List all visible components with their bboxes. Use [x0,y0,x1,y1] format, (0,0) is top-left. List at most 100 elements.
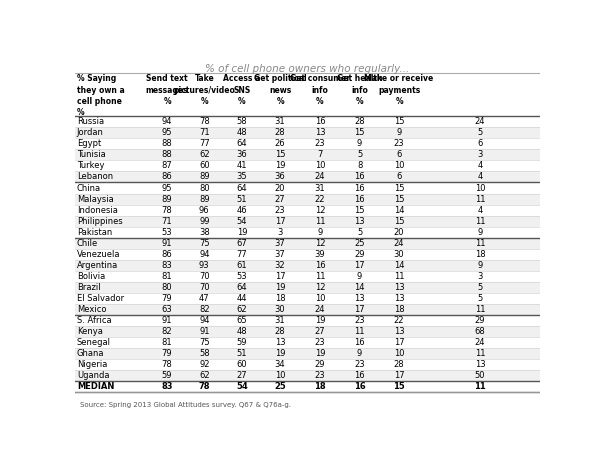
Text: 75: 75 [199,338,209,347]
Text: 16: 16 [315,117,325,126]
Text: 18: 18 [314,382,326,391]
Text: 48: 48 [236,327,247,336]
Text: Senegal: Senegal [77,338,111,347]
Text: % of cell phone owners who regularly...: % of cell phone owners who regularly... [205,64,410,74]
Text: 44: 44 [236,294,247,303]
Bar [75,293,540,304]
Text: 36: 36 [275,172,286,181]
Text: 35: 35 [236,172,247,181]
Text: 30: 30 [394,250,404,259]
Text: 70: 70 [199,272,209,281]
Text: 31: 31 [275,316,286,325]
Text: 83: 83 [161,382,173,391]
Text: 13: 13 [275,338,286,347]
Text: 64: 64 [236,183,247,193]
Text: 17: 17 [354,261,365,270]
Text: 27: 27 [275,194,286,204]
Text: 64: 64 [236,283,247,292]
Text: 11: 11 [355,327,365,336]
Text: 13: 13 [394,294,404,303]
Text: 23: 23 [315,139,325,148]
Text: 77: 77 [199,139,209,148]
Text: 15: 15 [275,150,286,159]
Text: 15: 15 [355,206,365,215]
Text: 23: 23 [354,316,365,325]
Bar [75,249,540,260]
Text: Argentina: Argentina [77,261,118,270]
Text: 29: 29 [315,360,325,369]
Text: 13: 13 [475,360,485,369]
Text: 81: 81 [162,272,172,281]
Text: 89: 89 [199,172,209,181]
Bar [75,116,540,127]
Text: 83: 83 [161,261,172,270]
Text: 54: 54 [236,217,247,225]
Text: Uganda: Uganda [77,371,109,381]
Text: 16: 16 [354,172,365,181]
Text: 17: 17 [394,338,404,347]
Text: 7: 7 [317,150,323,159]
Text: Get health
info
%: Get health info % [337,75,382,106]
Text: 27: 27 [236,371,247,381]
Bar [75,182,540,194]
Text: 12: 12 [315,283,325,292]
Text: 19: 19 [275,162,286,170]
Text: 37: 37 [275,250,286,259]
Text: 24: 24 [315,172,325,181]
Text: 11: 11 [394,272,404,281]
Bar [75,326,540,337]
Text: Pakistan: Pakistan [77,228,112,237]
Bar [75,216,540,227]
Text: 30: 30 [275,305,286,314]
Text: 23: 23 [315,338,325,347]
Text: Tunisia: Tunisia [77,150,106,159]
Text: 47: 47 [199,294,209,303]
Text: 10: 10 [394,349,404,358]
Text: 4: 4 [478,172,482,181]
Text: 91: 91 [162,239,172,248]
Text: Get political
news
%: Get political news % [254,75,307,106]
Text: Brazil: Brazil [77,283,100,292]
Bar [75,150,540,160]
Text: 13: 13 [394,327,404,336]
Text: Egypt: Egypt [77,139,101,148]
Text: 23: 23 [394,139,404,148]
Text: 6: 6 [397,150,402,159]
Text: 93: 93 [199,261,209,270]
Text: Lebanon: Lebanon [77,172,113,181]
Text: 14: 14 [394,206,404,215]
Text: Malaysia: Malaysia [77,194,113,204]
Bar [75,271,540,282]
Text: 31: 31 [315,183,325,193]
Text: 15: 15 [394,194,404,204]
Text: 94: 94 [162,117,172,126]
Text: 13: 13 [394,283,404,292]
Text: Ghana: Ghana [77,349,104,358]
Text: 89: 89 [199,194,209,204]
Text: 11: 11 [315,272,325,281]
Bar [75,171,540,182]
Text: 16: 16 [315,261,325,270]
Text: 16: 16 [354,371,365,381]
Text: 13: 13 [354,217,365,225]
Text: 61: 61 [236,261,247,270]
Text: Philippines: Philippines [77,217,122,225]
Text: 87: 87 [161,162,172,170]
Text: 24: 24 [475,117,485,126]
Text: 78: 78 [199,382,210,391]
Text: 62: 62 [199,371,209,381]
Text: 11: 11 [475,194,485,204]
Text: 80: 80 [199,183,209,193]
Text: 18: 18 [275,294,286,303]
Text: 28: 28 [354,117,365,126]
Text: Make or receive
payments
%: Make or receive payments % [364,75,434,106]
Text: 11: 11 [475,349,485,358]
Text: 6: 6 [397,172,402,181]
Text: 8: 8 [357,162,362,170]
Text: 29: 29 [475,316,485,325]
Text: Get consumer
info
%: Get consumer info % [290,75,350,106]
Text: 4: 4 [478,206,482,215]
Text: 39: 39 [315,250,325,259]
Text: 24: 24 [315,305,325,314]
Text: 68: 68 [475,327,485,336]
